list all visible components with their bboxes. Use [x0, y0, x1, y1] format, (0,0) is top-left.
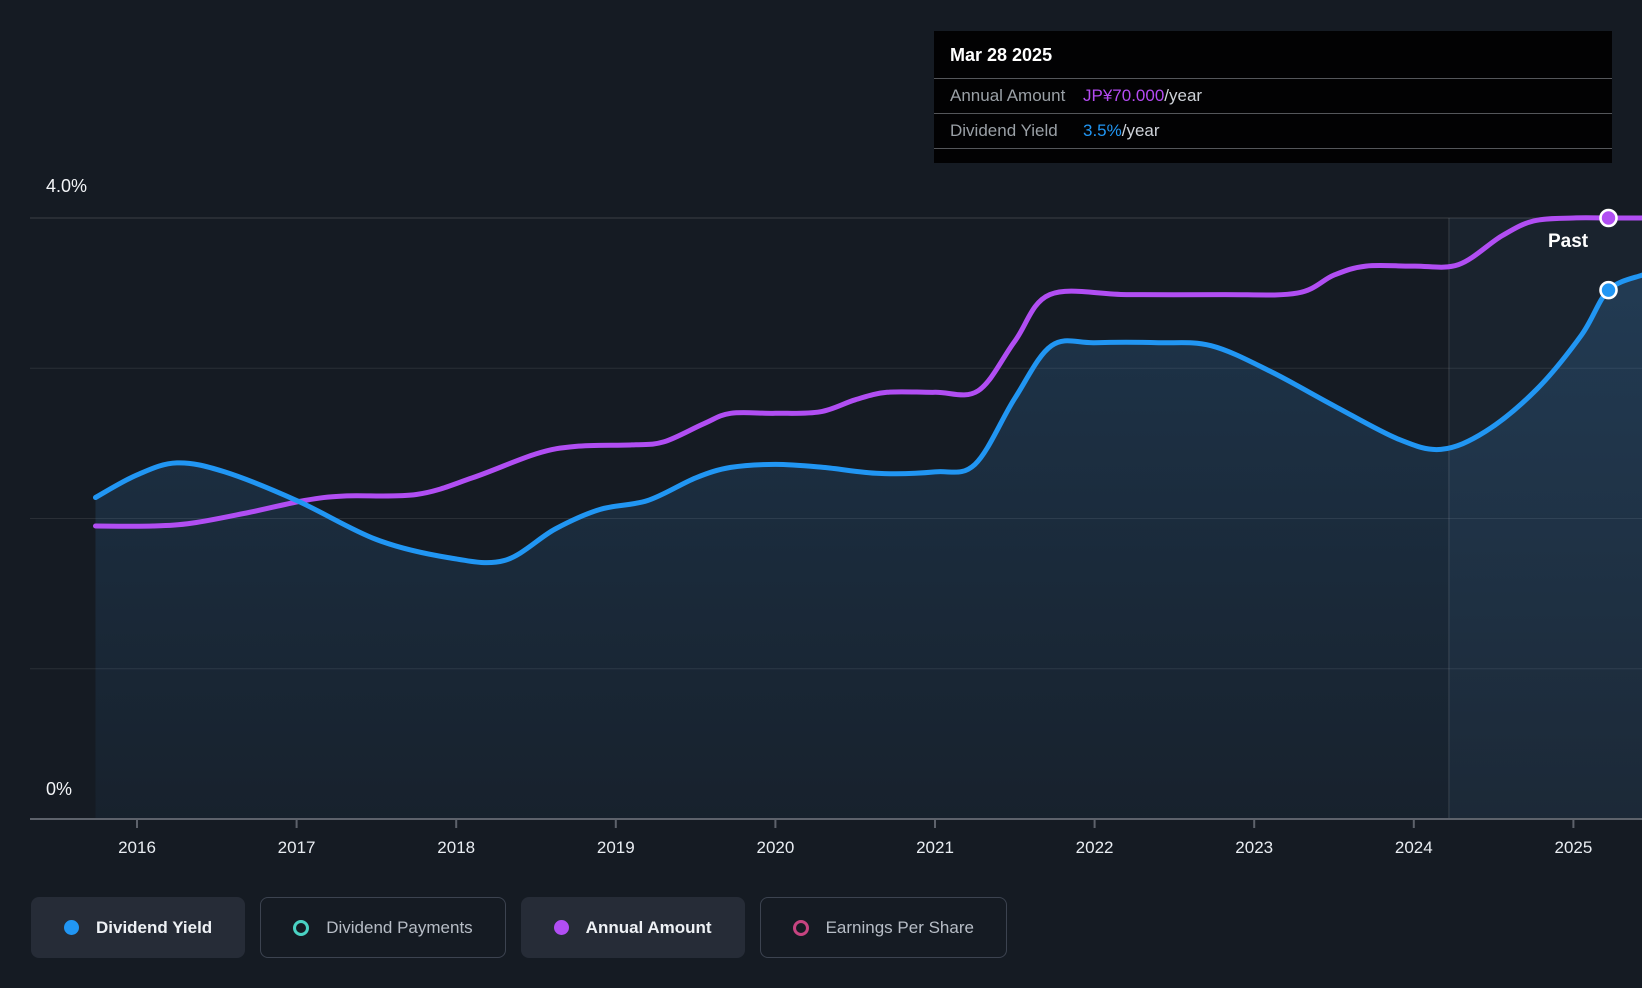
- tooltip-label: Dividend Yield: [950, 121, 1058, 140]
- x-tick-label: 2022: [1076, 838, 1114, 857]
- tooltip-date: Mar 28 2025: [934, 31, 1612, 79]
- tooltip-suffix: /year: [1164, 86, 1203, 105]
- tooltip-suffix: /year: [1121, 121, 1160, 140]
- tooltip-row-annual-amount: Annual Amount JP¥70.000 /year: [934, 79, 1612, 114]
- tooltip-label: Annual Amount: [950, 86, 1066, 105]
- past-region-label: Past: [1548, 231, 1589, 252]
- tooltip-card: Mar 28 2025 Annual Amount JP¥70.000 /yea…: [934, 31, 1612, 163]
- x-tick-label: 2020: [756, 838, 794, 857]
- legend-button-annual-amount[interactable]: Annual Amount: [520, 897, 745, 958]
- annual-amount-end-marker: [1599, 208, 1618, 228]
- legend-button-dividend-yield[interactable]: Dividend Yield: [31, 897, 246, 958]
- legend: Dividend Yield Dividend Payments Annual …: [31, 897, 1007, 958]
- x-tick-label: 2018: [437, 838, 475, 857]
- y-axis-label-bottom: 0%: [46, 779, 73, 799]
- x-tick-label: 2023: [1235, 838, 1273, 857]
- dividend-yield-area: [95, 275, 1642, 820]
- legend-label: Annual Amount: [585, 917, 712, 937]
- x-tick-label: 2024: [1395, 838, 1433, 857]
- dividend-yield-dot-icon: [64, 920, 79, 935]
- earnings-per-share-ring-icon: [792, 919, 809, 936]
- x-tick-label: 2016: [118, 838, 156, 857]
- legend-button-dividend-payments[interactable]: Dividend Payments: [260, 897, 506, 958]
- x-tick-label: 2025: [1554, 838, 1592, 857]
- dividend-payments-ring-icon: [293, 919, 310, 936]
- dividend-yield-end-marker: [1599, 280, 1618, 300]
- annual-amount-dot-icon: [553, 920, 569, 935]
- legend-label: Dividend Payments: [326, 917, 473, 937]
- tooltip-value: JP¥70.000: [1083, 86, 1165, 105]
- legend-button-earnings-per-share[interactable]: Earnings Per Share: [759, 897, 1007, 958]
- legend-label: Earnings Per Share: [825, 917, 974, 937]
- annual-amount-line: [93, 215, 1642, 529]
- tooltip-row-dividend-yield: Dividend Yield 3.5% /year: [934, 114, 1612, 149]
- tooltip-value: 3.5%: [1083, 121, 1122, 140]
- x-tick-label: 2017: [278, 838, 316, 857]
- x-tick-label: 2019: [597, 838, 635, 857]
- y-axis-label-top: 4.0%: [46, 176, 88, 196]
- x-tick-label: 2021: [916, 838, 954, 857]
- dividend-yield-line: [93, 272, 1642, 566]
- legend-label: Dividend Yield: [96, 917, 213, 937]
